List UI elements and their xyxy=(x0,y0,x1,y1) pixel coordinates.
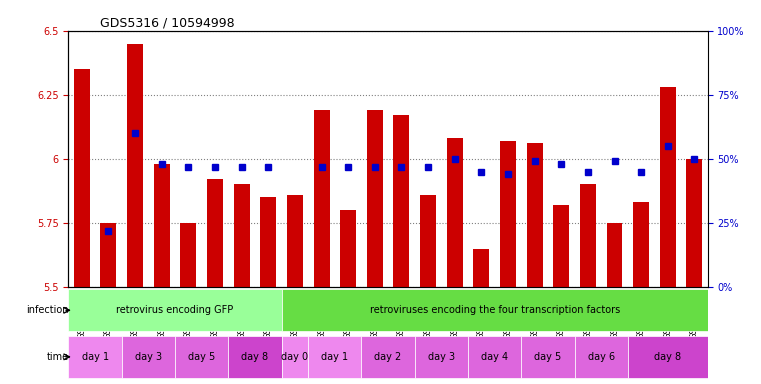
Bar xyxy=(393,115,409,287)
Bar xyxy=(74,69,90,287)
Bar xyxy=(607,223,622,287)
Bar xyxy=(154,164,170,287)
Bar xyxy=(500,141,516,287)
FancyBboxPatch shape xyxy=(308,336,361,378)
Bar xyxy=(473,248,489,287)
Bar xyxy=(660,87,676,287)
Text: day 1: day 1 xyxy=(81,352,109,362)
Bar xyxy=(314,110,330,287)
Text: retroviruses encoding the four transcription factors: retroviruses encoding the four transcrip… xyxy=(370,305,619,315)
Bar xyxy=(340,210,356,287)
Text: day 5: day 5 xyxy=(534,352,562,362)
FancyBboxPatch shape xyxy=(68,336,122,378)
Text: GDS5316 / 10594998: GDS5316 / 10594998 xyxy=(100,17,235,30)
FancyBboxPatch shape xyxy=(628,336,708,378)
Bar xyxy=(420,195,436,287)
Bar xyxy=(633,202,649,287)
FancyBboxPatch shape xyxy=(575,336,628,378)
FancyBboxPatch shape xyxy=(468,336,521,378)
Bar xyxy=(580,184,596,287)
Bar xyxy=(234,184,250,287)
Bar xyxy=(207,179,223,287)
FancyBboxPatch shape xyxy=(282,289,708,331)
Text: day 2: day 2 xyxy=(374,352,402,362)
Text: day 6: day 6 xyxy=(587,352,615,362)
FancyBboxPatch shape xyxy=(175,336,228,378)
Bar xyxy=(686,159,702,287)
Bar xyxy=(367,110,383,287)
Text: day 8: day 8 xyxy=(241,352,269,362)
Text: infection: infection xyxy=(26,305,68,315)
FancyBboxPatch shape xyxy=(361,336,415,378)
FancyBboxPatch shape xyxy=(415,336,468,378)
Text: day 4: day 4 xyxy=(481,352,508,362)
FancyBboxPatch shape xyxy=(68,289,282,331)
Text: time: time xyxy=(46,352,68,362)
Text: day 5: day 5 xyxy=(188,352,215,362)
Text: day 8: day 8 xyxy=(654,352,681,362)
Bar xyxy=(447,138,463,287)
FancyBboxPatch shape xyxy=(228,336,282,378)
Bar xyxy=(260,197,276,287)
Text: retrovirus encoding GFP: retrovirus encoding GFP xyxy=(116,305,234,315)
Text: day 0: day 0 xyxy=(282,352,308,362)
FancyBboxPatch shape xyxy=(521,336,575,378)
Text: day 3: day 3 xyxy=(135,352,162,362)
Bar xyxy=(527,144,543,287)
FancyBboxPatch shape xyxy=(122,336,175,378)
Bar xyxy=(100,223,116,287)
Bar xyxy=(287,195,303,287)
Bar xyxy=(127,43,143,287)
Bar xyxy=(180,223,196,287)
Bar xyxy=(553,205,569,287)
Text: day 1: day 1 xyxy=(321,352,349,362)
FancyBboxPatch shape xyxy=(282,336,308,378)
Text: day 3: day 3 xyxy=(428,352,455,362)
